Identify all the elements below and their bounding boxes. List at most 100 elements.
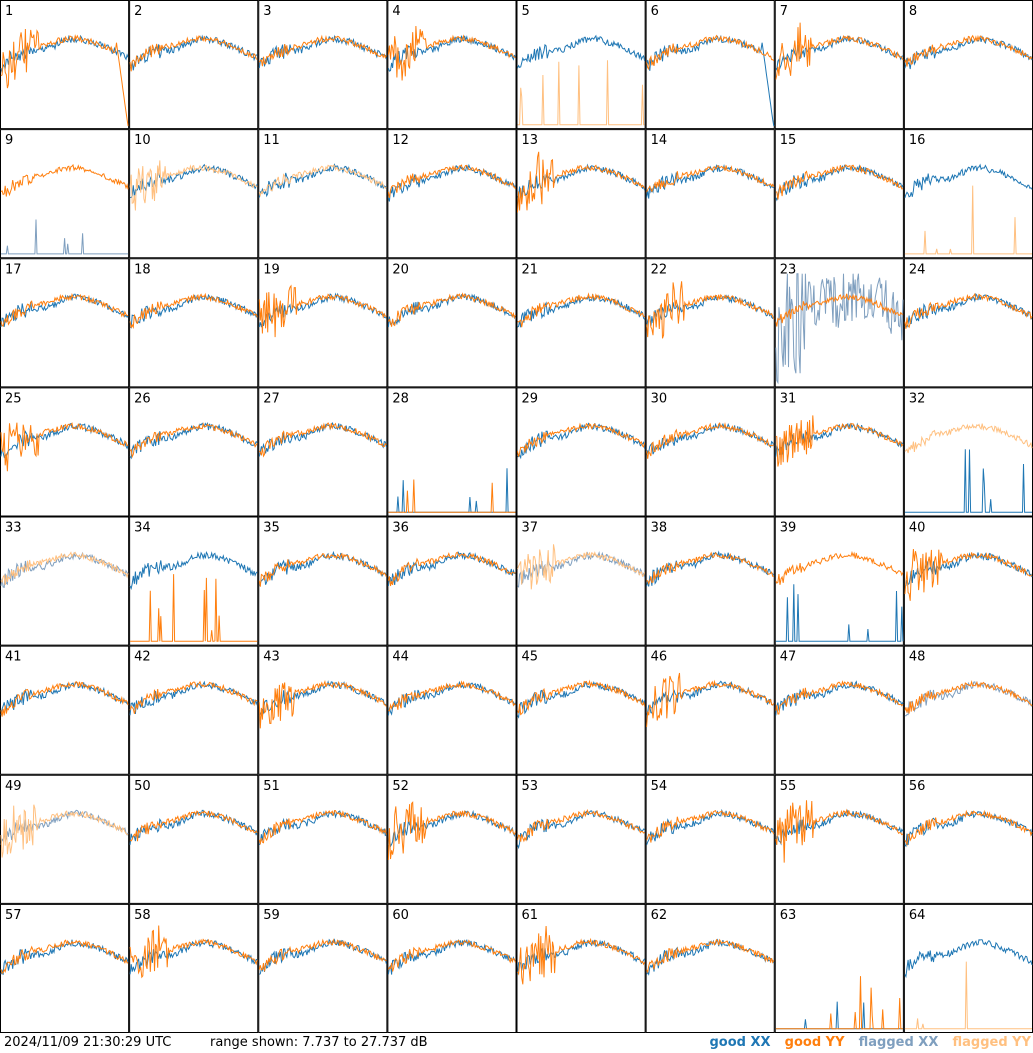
- panel-5: 5: [516, 0, 646, 130]
- panel-21: 21: [516, 258, 646, 388]
- panel-61: 61: [516, 903, 646, 1033]
- panel-frame: [645, 129, 775, 259]
- series-xx: [904, 163, 1033, 198]
- panel-frame: [129, 129, 259, 259]
- panel-2: 2: [129, 0, 259, 130]
- series-yy: [387, 164, 516, 198]
- series-yy: [904, 679, 1033, 714]
- panel-label: 25: [5, 391, 22, 406]
- panel-frame: [516, 129, 646, 259]
- series-yy: [904, 961, 1032, 1030]
- panel-frame: [387, 0, 517, 130]
- panel-label: 38: [651, 521, 668, 536]
- panel-frame: [774, 903, 904, 1033]
- series-yy: [258, 938, 387, 972]
- panel-45: 45: [516, 645, 646, 775]
- panel-label: 58: [134, 908, 151, 923]
- series-yy: [646, 281, 775, 339]
- legend-good-xx: good XX: [709, 1035, 771, 1050]
- series-xx: [904, 680, 1033, 717]
- series-yy: [129, 35, 258, 72]
- panel-frame: [387, 903, 517, 1033]
- panel-frame: [516, 903, 646, 1033]
- panel-18: 18: [129, 258, 259, 388]
- series-yy: [517, 809, 645, 843]
- panel-frame: [129, 645, 259, 775]
- panel-43: 43: [258, 645, 388, 775]
- legend-flagged-yy: flagged YY: [952, 1035, 1032, 1050]
- panel-25: 25: [0, 387, 130, 517]
- series-yy: [904, 292, 1033, 329]
- panel-label: 12: [392, 133, 409, 148]
- series-xx: [904, 449, 1032, 513]
- series-yy: [904, 548, 1033, 601]
- panel-label: 3: [263, 4, 271, 19]
- series-yy: [258, 422, 387, 458]
- panel-label: 29: [522, 391, 539, 406]
- panel-6: 6: [645, 0, 775, 130]
- panel-60: 60: [387, 903, 517, 1033]
- panel-frame: [258, 903, 388, 1033]
- panel-label: 4: [392, 4, 400, 19]
- panel-frame: [516, 774, 646, 904]
- panel-label: 18: [134, 262, 151, 277]
- panel-label: 50: [134, 779, 151, 794]
- series-yy: [0, 292, 129, 327]
- series-yy: [646, 34, 775, 71]
- series-xx: [646, 550, 775, 587]
- panel-label: 37: [522, 521, 539, 536]
- series-yy: [517, 151, 646, 213]
- series-yy: [646, 551, 774, 585]
- panel-frame: [645, 645, 775, 775]
- series-yy: [129, 680, 258, 714]
- panel-19: 19: [258, 258, 388, 388]
- panel-label: 41: [5, 650, 22, 665]
- series-yy: [0, 28, 129, 127]
- panel-label: 2: [134, 4, 142, 19]
- panel-22: 22: [645, 258, 775, 388]
- panel-frame: [0, 387, 130, 517]
- panel-frame: [129, 774, 259, 904]
- panel-48: 48: [903, 645, 1033, 775]
- series-yy: [775, 164, 904, 200]
- panel-frame: [516, 387, 646, 517]
- panel-8: 8: [903, 0, 1033, 130]
- panel-59: 59: [258, 903, 388, 1033]
- panel-56: 56: [903, 774, 1033, 904]
- series-yy: [0, 163, 129, 197]
- panel-38: 38: [645, 516, 775, 646]
- panel-39: 39: [774, 516, 904, 646]
- panel-frame: [387, 645, 517, 775]
- series-yy: [129, 925, 258, 979]
- panel-37: 37: [516, 516, 646, 646]
- panel-51: 51: [258, 774, 388, 904]
- panel-31: 31: [774, 387, 904, 517]
- panel-42: 42: [129, 645, 259, 775]
- panel-label: 1: [5, 4, 13, 19]
- series-xx: [775, 680, 904, 716]
- panel-frame: [0, 774, 130, 904]
- series-yy: [129, 160, 258, 211]
- series-xx: [646, 808, 775, 846]
- panel-label: 27: [263, 391, 280, 406]
- panel-label: 26: [134, 391, 151, 406]
- panel-41: 41: [0, 645, 130, 775]
- panel-frame: [258, 774, 388, 904]
- panel-14: 14: [645, 129, 775, 259]
- panel-label: 44: [392, 650, 409, 665]
- panel-frame: [774, 516, 904, 646]
- series-yy: [129, 292, 258, 330]
- panel-frame: [645, 774, 775, 904]
- series-xx: [517, 681, 646, 719]
- series-yy: [0, 939, 129, 975]
- panel-49: 49: [0, 774, 130, 904]
- panel-label: 7: [780, 4, 788, 19]
- panel-label: 53: [522, 779, 539, 794]
- series-yy: [0, 804, 129, 858]
- panel-16: 16: [903, 129, 1033, 259]
- panel-10: 10: [129, 129, 259, 259]
- panel-30: 30: [645, 387, 775, 517]
- series-yy: [0, 681, 129, 717]
- panel-13: 13: [516, 129, 646, 259]
- panel-frame: [387, 387, 517, 517]
